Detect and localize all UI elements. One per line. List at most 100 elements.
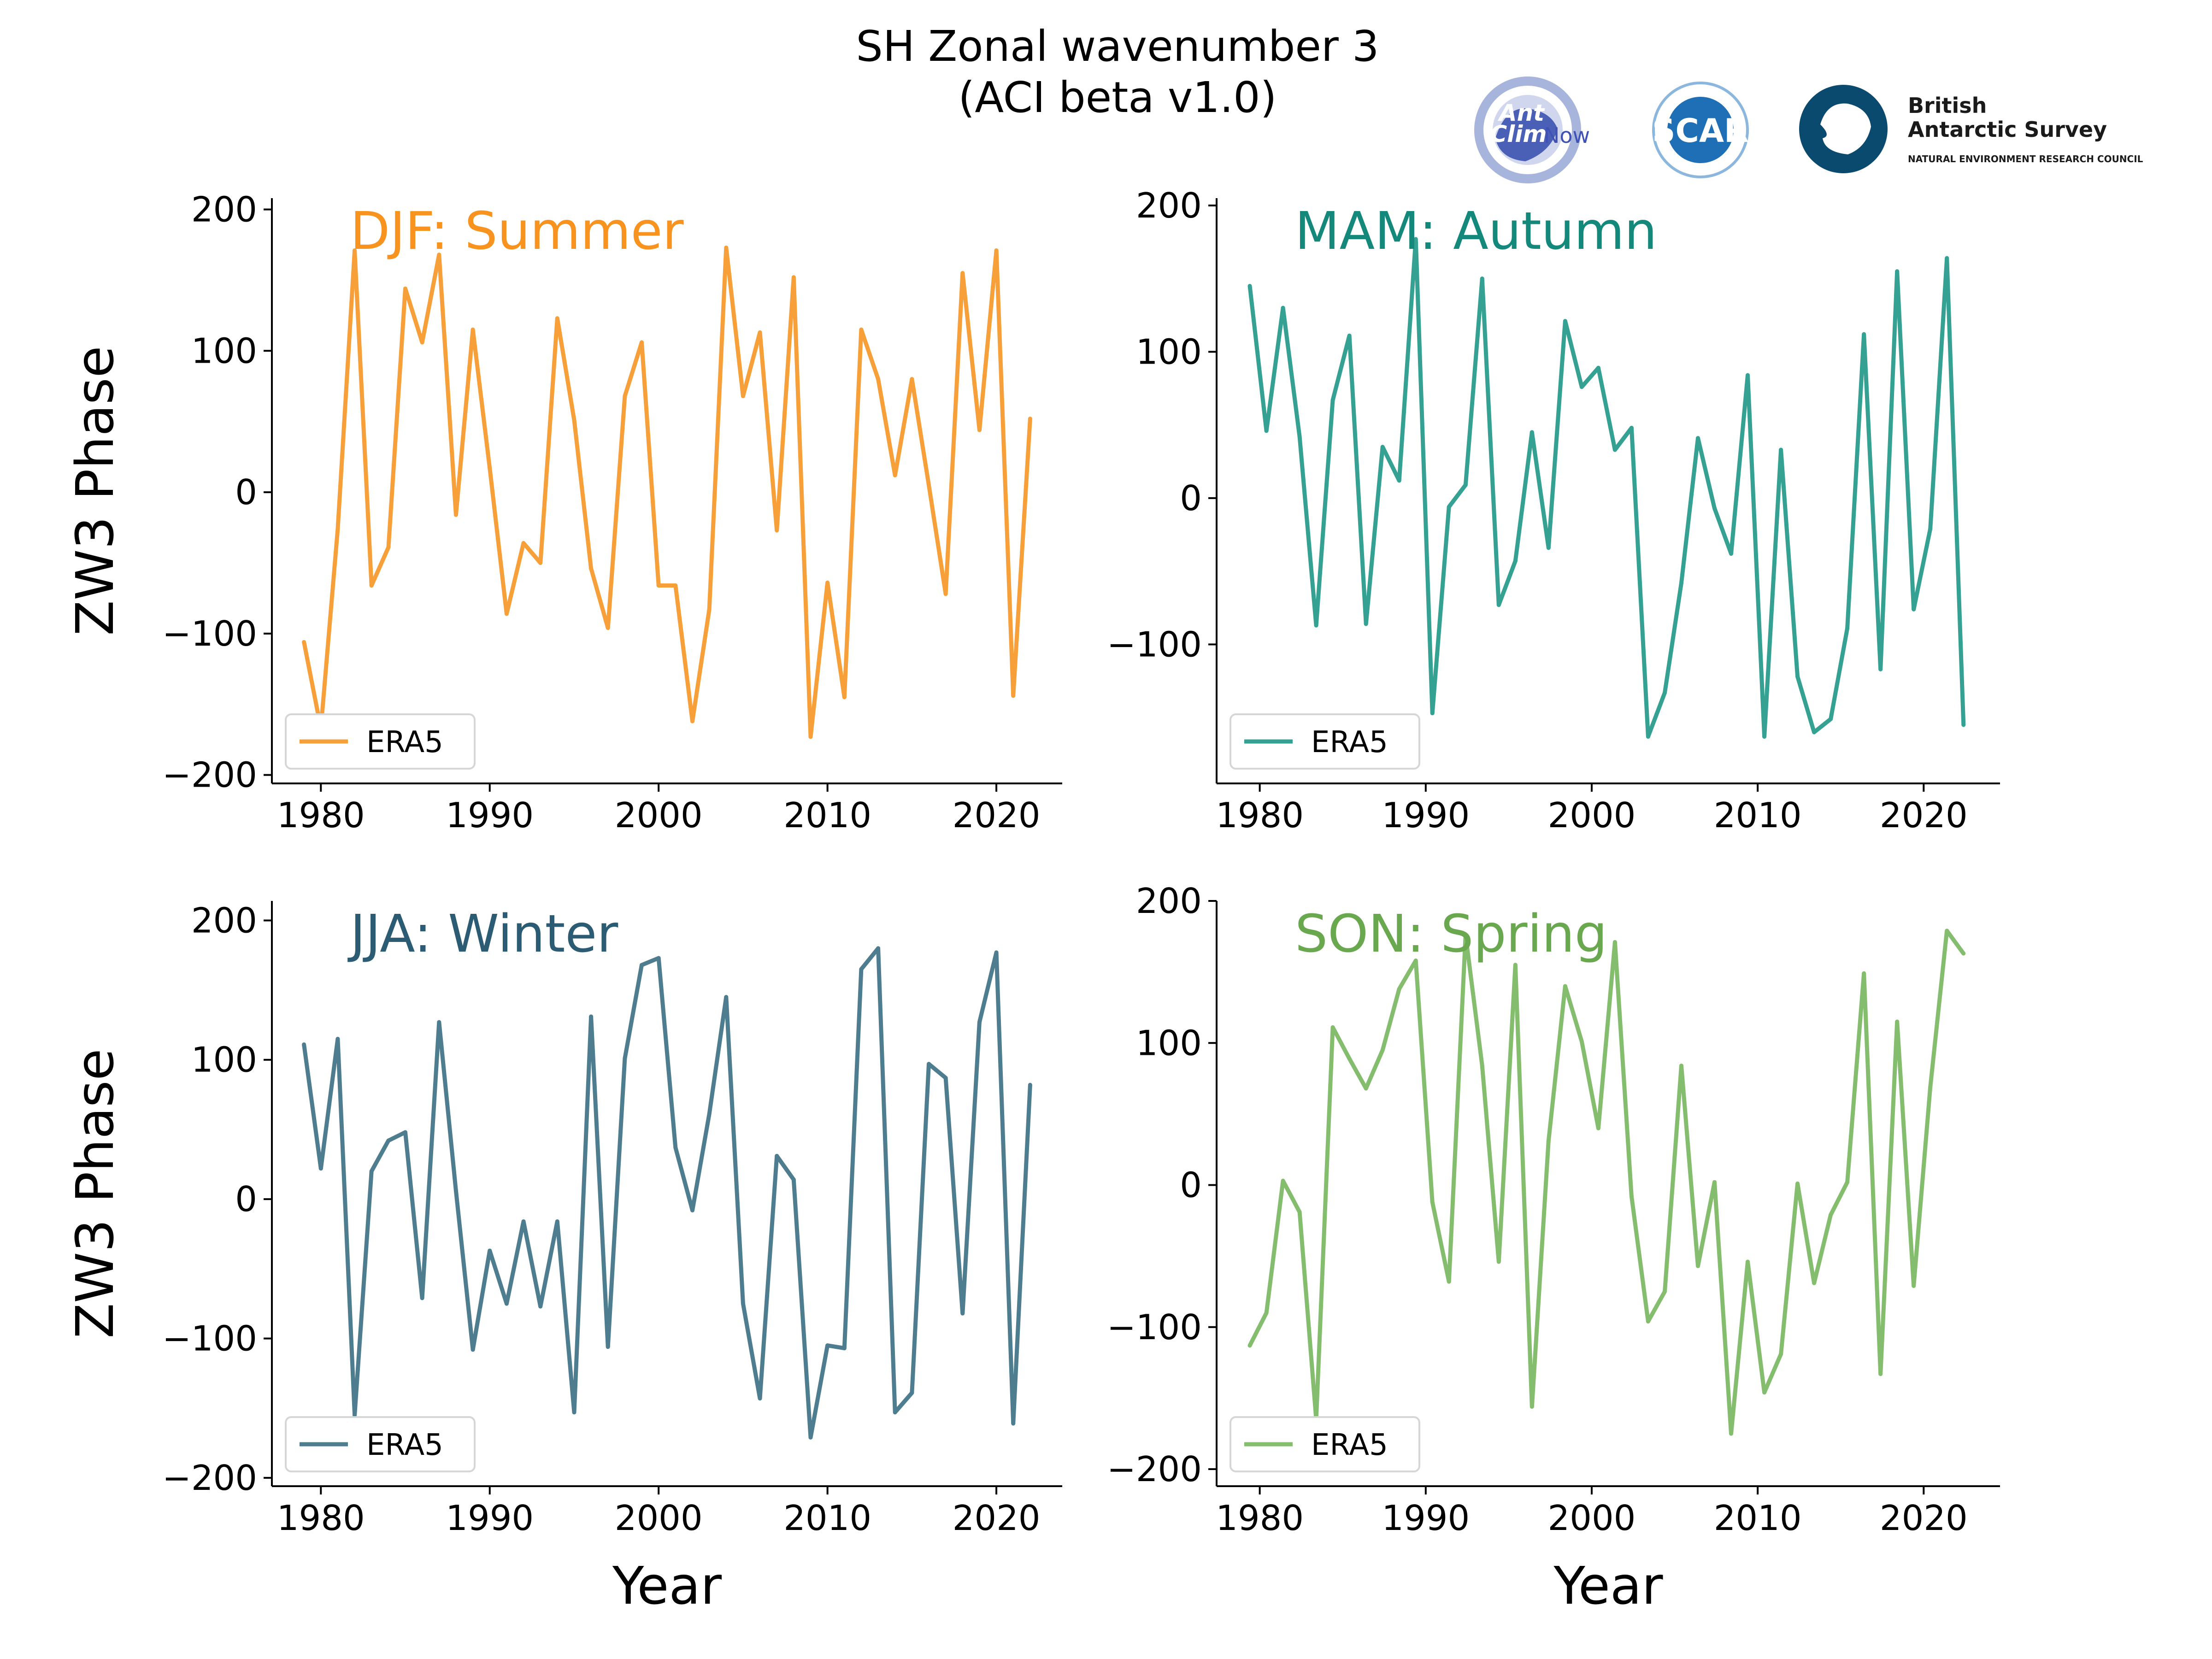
data-point: [758, 1396, 762, 1400]
x-tick-label: 1990: [446, 795, 534, 835]
data-point: [623, 394, 627, 398]
x-axis-label: Year: [1553, 1556, 1663, 1616]
data-point: [893, 473, 897, 477]
y-tick-label: 200: [1136, 185, 1202, 226]
data-point: [1712, 506, 1717, 511]
data-point: [724, 245, 729, 250]
x-tick-label: 2010: [1714, 795, 1802, 835]
data-point: [1447, 505, 1451, 509]
data-point: [1546, 1139, 1551, 1143]
data-point: [960, 271, 965, 276]
data-point: [1912, 607, 1916, 612]
series-line-era5: [302, 946, 1032, 1440]
data-point: [1579, 385, 1584, 389]
legend-box: [1230, 713, 1420, 770]
data-point: [1430, 711, 1435, 716]
data-point: [1364, 1086, 1368, 1091]
data-point: [437, 1020, 441, 1024]
scar-logo-text: SCAR: [1652, 112, 1749, 150]
data-point: [1612, 940, 1617, 944]
legend: ERA5: [1230, 713, 1420, 770]
x-tick-label: 2000: [1548, 795, 1636, 835]
data-point: [1011, 1421, 1016, 1426]
data-point: [741, 394, 745, 398]
data-point: [960, 1311, 965, 1316]
data-point: [808, 1435, 813, 1440]
data-point: [910, 1390, 914, 1395]
x-tick-label: 2000: [615, 1498, 703, 1538]
data-point: [386, 545, 391, 550]
bas-logo: British Antarctic Survey NATURAL ENVIRON…: [1799, 85, 2143, 173]
data-point: [1397, 987, 1401, 991]
legend-label: ERA5: [366, 1428, 443, 1462]
series-line-era5: [302, 245, 1032, 739]
data-point: [1961, 951, 1966, 956]
data-point: [1862, 971, 1866, 976]
data-point: [1746, 373, 1750, 377]
data-point: [825, 580, 830, 585]
data-point: [791, 1177, 796, 1182]
x-tick-label: 2010: [783, 1498, 871, 1538]
data-point: [572, 1410, 577, 1415]
data-point: [673, 583, 678, 588]
data-point: [437, 253, 441, 257]
legend-label: ERA5: [1311, 1428, 1388, 1462]
legend-box: [1230, 1416, 1420, 1472]
data-point: [842, 695, 847, 700]
data-point: [1496, 1259, 1501, 1264]
data-point: [1679, 1064, 1683, 1068]
data-point: [369, 583, 374, 588]
data-point: [1662, 690, 1667, 695]
figure-title: SH Zonal wavenumber 3: [856, 22, 1379, 71]
data-point: [606, 626, 610, 630]
antclimnow-logo: Ant Clim Now: [1474, 76, 1590, 183]
data-point: [302, 640, 306, 644]
data-point: [690, 719, 694, 724]
data-point: [859, 967, 864, 971]
data-point: [1530, 430, 1534, 435]
data-point: [1845, 1180, 1850, 1184]
x-tick-label: 2010: [783, 795, 871, 835]
data-point: [1281, 306, 1285, 310]
y-tick-label: 0: [235, 472, 257, 512]
scar-logo: SCAR: [1652, 82, 1749, 178]
data-point: [1413, 958, 1418, 963]
legend: ERA5: [1230, 1416, 1420, 1472]
data-point: [1264, 1311, 1269, 1315]
data-point: [758, 330, 762, 335]
data-point: [1829, 1212, 1833, 1217]
data-point: [1563, 984, 1567, 988]
data-point: [640, 963, 644, 967]
data-point: [1513, 963, 1518, 967]
data-point: [977, 1020, 982, 1024]
data-point: [1795, 674, 1800, 679]
x-tick-label: 1980: [277, 1498, 365, 1538]
x-tick-label: 2020: [953, 795, 1041, 835]
data-point: [1629, 1194, 1634, 1199]
data-point: [1480, 1064, 1484, 1068]
data-point: [1779, 447, 1783, 452]
data-point: [775, 528, 779, 533]
data-point: [1812, 1281, 1817, 1285]
bas-name-line1: British: [1908, 93, 1987, 118]
data-point: [403, 286, 407, 291]
data-point: [1895, 269, 1900, 274]
data-point: [521, 1219, 526, 1224]
y-tick-label: −100: [162, 613, 257, 654]
data-point: [927, 483, 931, 488]
data-point: [1928, 1085, 1933, 1089]
data-point: [1347, 333, 1352, 338]
bas-name-line3: NATURAL ENVIRONMENT RESEARCH COUNCIL: [1908, 153, 2143, 165]
x-tick-label: 2020: [1880, 795, 1968, 835]
series-line-era5: [1247, 237, 1966, 739]
data-point: [656, 583, 661, 588]
data-point: [1413, 237, 1418, 241]
x-tick-label: 2020: [1880, 1498, 1968, 1538]
data-point: [1695, 1264, 1700, 1268]
data-point: [1795, 1181, 1800, 1186]
data-point: [859, 327, 864, 332]
data-point: [589, 1014, 594, 1019]
data-point: [1563, 319, 1567, 324]
series-line-era5: [1247, 929, 1965, 1436]
legend: ERA5: [285, 1416, 476, 1472]
